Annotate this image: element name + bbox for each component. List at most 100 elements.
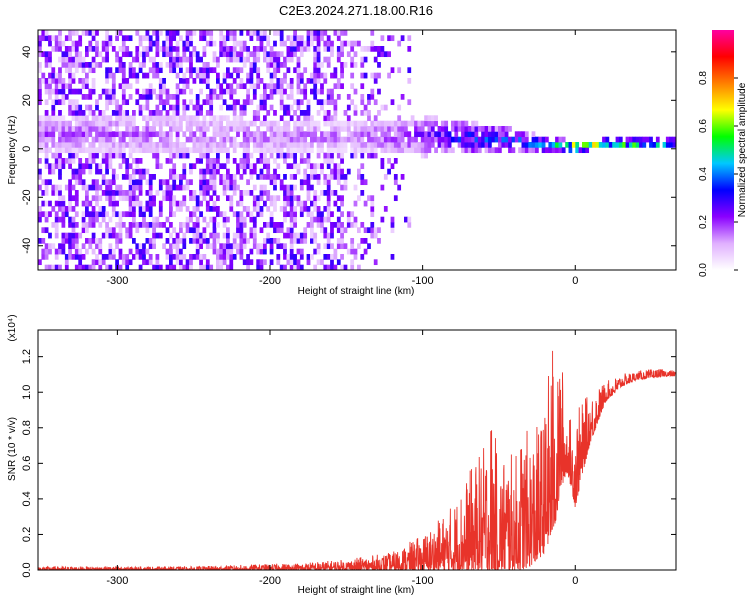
spectrogram-cell [269,259,274,266]
spectrogram-cell [279,40,284,47]
spectrogram-cell [98,248,103,255]
spectrogram-cell [242,104,247,111]
spectrogram-cell [393,174,398,180]
spectrogram-cell [219,35,224,42]
spectrogram-cell [246,126,250,132]
spectrogram-cell [229,126,234,132]
spectrogram-cell [477,147,482,154]
spectrogram-cell [135,78,140,84]
spectrogram-cell [165,120,170,127]
spectrogram-cell [51,142,56,148]
spectrogram-cell [58,147,62,154]
spectrogram-cell [605,136,610,143]
spectrogram-cell [219,126,224,132]
spectrogram-cell [440,131,445,138]
spectrogram-cell [343,184,348,191]
spectrogram-cell [91,78,96,84]
spectrogram-cell [266,83,271,90]
spectrogram-cell [189,131,193,138]
spectrogram-cell [158,46,163,52]
spectrogram-cell [148,184,153,191]
spectrogram-cell [578,147,583,154]
spectrogram-cell [286,51,291,58]
spectrogram-cell [199,104,203,111]
spectrogram-cell [279,152,284,159]
spectrogram-cell [135,248,140,255]
spectrogram-cell [326,35,331,42]
spectrogram-cell [64,51,69,58]
colorbar-ticks: 0.00.20.40.60.8 [698,71,738,277]
spectrogram-cell [353,126,358,132]
spectrogram-cell [303,40,308,47]
spectrogram-cell [74,168,79,175]
spectrogram-cell [299,110,304,116]
spectrogram-cell [310,216,314,223]
spectrogram-cell [521,131,526,138]
spectrogram-cell [326,46,331,52]
spectrogram-cell [105,35,109,42]
spectrogram-cell [216,195,220,202]
spectrogram-cell [440,147,445,154]
spectrogram-cell [88,46,93,52]
spectrogram-cell [263,120,267,127]
spectrogram-cell [88,200,93,207]
spectrogram-cell [360,136,365,143]
spectrogram-cell [118,104,123,111]
spectrogram-cell [269,142,274,148]
spectrogram-cell [128,72,133,79]
spectrogram-cell [326,62,331,68]
spectrogram-cell [310,200,314,207]
spectrogram-cell [132,200,136,207]
spectrogram-cell [306,120,311,127]
colorbar-label: Normalized spectral amplitude [737,82,748,217]
spectrogram-cell [239,248,244,255]
spectrogram-cell [121,195,126,202]
spectrogram-cell [135,142,140,148]
spectrogram-cell [54,254,59,260]
spectrogram-cell [263,136,267,143]
spectrogram-cell [71,168,76,175]
spectrogram-cell [125,227,130,234]
spectrogram-cell [185,184,190,191]
spectrogram-cell [229,179,234,186]
spectrogram-cell [85,248,89,255]
spectrogram-cell [383,51,388,58]
spectrogram-cell [350,131,355,138]
spectrogram-cell [195,254,200,260]
spectrogram-cell [310,78,314,84]
spectrogram-cell [313,83,318,90]
x-tick-label: -300 [106,575,128,587]
spectrogram-cell [380,158,385,164]
spectrogram-cell [71,115,76,122]
spectrogram-cell [299,72,304,79]
spectrogram-cell [125,46,130,52]
spectrogram-cell [363,200,368,207]
spectrogram-cell [182,88,187,95]
spectrogram-cell [340,46,344,52]
spectrogram-cell [286,232,291,239]
spectrogram-cell [494,126,499,132]
spectrogram-cell [383,147,388,154]
spectrogram-cell [142,72,146,79]
spectrogram-cell [125,259,130,266]
spectrogram-cell [182,131,187,138]
spectrogram-cell [162,147,166,154]
spectrogram-cell [202,254,207,260]
spectrogram-cell [219,179,224,186]
spectrogram-cell [74,174,79,180]
spectrogram-cell [41,200,46,207]
spectrogram-cell [259,78,264,84]
spectrogram-cell [101,174,106,180]
spectrogram-cell [276,88,281,95]
spectrogram-cell [269,195,274,202]
spectrogram-cell [216,78,220,84]
spectrogram-cell [199,136,203,143]
spectrogram-cell [152,200,156,207]
spectrogram-cell [360,174,365,180]
spectrogram-cell [310,254,314,260]
spectrogram-cell [397,142,402,148]
spectrogram-cell [85,206,89,212]
spectrogram-cell [199,200,203,207]
spectrogram-cell [313,51,318,58]
spectrogram-cell [81,184,86,191]
